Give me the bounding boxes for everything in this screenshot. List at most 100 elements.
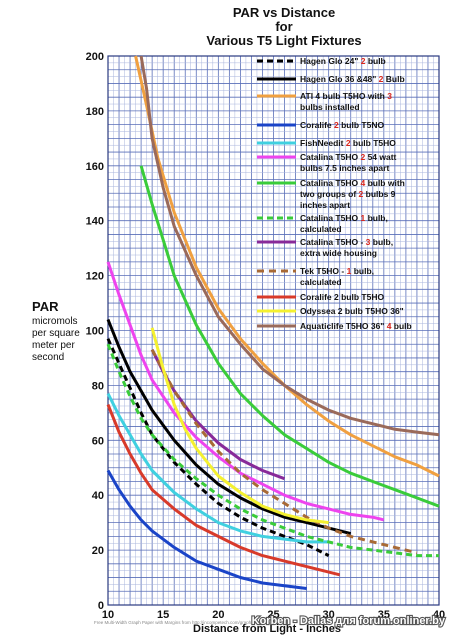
legend-label-part: Hagen Glo 24" (300, 56, 361, 66)
y-tick-label: 100 (86, 326, 104, 338)
legend-label: bulbs 7.5 inches apart (300, 163, 389, 173)
y-axis-subtitle: meter per (32, 340, 75, 351)
y-tick-label: 140 (86, 216, 104, 228)
y-tick-label: 60 (92, 435, 104, 447)
x-tick-label: 40 (433, 609, 445, 621)
legend-label: Coralife 2 bulb T5NO (300, 120, 384, 130)
title-line: for (275, 19, 292, 34)
legend: Hagen Glo 24" 2 bulb Hagen Glo 36 &48" 2 … (257, 56, 412, 331)
legend-label-part: ATI 4 bulb T5HO with (300, 91, 387, 101)
y-axis-subtitle: per square (32, 328, 80, 339)
legend-label: calculated (300, 277, 342, 287)
series-line-5 (106, 261, 385, 522)
series-lines (106, 55, 440, 590)
legend-label-part: 4 (360, 178, 365, 188)
legend-label-part: calculated (300, 224, 342, 234)
legend-label-part: bulb, (351, 266, 374, 276)
legend-label: Coralife 2 bulb T5HO (300, 292, 384, 302)
legend-label-part: Catalina T5HO (300, 213, 360, 223)
legend-label-part: extra wide housing (300, 248, 377, 258)
legend-label: bulbs installed (300, 102, 360, 112)
title-line: PAR vs Distance (233, 5, 335, 20)
legend-label: Hagen Glo 24" 2 bulb (300, 56, 386, 66)
legend-label-part: Tek T5HO - (300, 266, 347, 276)
series-line-4 (106, 392, 329, 544)
legend-label-part: bulb (391, 321, 411, 331)
legend-label-part: bulb T5HO (351, 138, 397, 148)
y-tick-label: 200 (86, 51, 104, 63)
series-line-9 (150, 348, 418, 555)
legend-label-part: bulb T5NO (339, 120, 385, 130)
series-line-2 (134, 55, 440, 478)
x-tick-label: 25 (267, 609, 279, 621)
legend-label-part: bulbs 7.5 inches apart (300, 163, 389, 173)
x-tick-label: 30 (323, 609, 335, 621)
legend-label: FishNeedit 2 bulb T5HO (300, 138, 396, 148)
legend-label-part: Catalina T5HO (300, 178, 360, 188)
legend-label: Catalina T5HO 1 bulb, (300, 213, 388, 223)
y-tick-label: 160 (86, 161, 104, 173)
legend-label-part: FishNeedit (300, 138, 346, 148)
footer-credit: Free Multi-Width Graph Paper with Margin… (94, 620, 286, 625)
title-line: Various T5 Light Fixtures (206, 33, 361, 48)
legend-label: two groups of 2 bulbs 9 (300, 189, 396, 199)
legend-label: Catalina T5HO - 3 bulb, (300, 237, 393, 247)
series-line-0 (106, 338, 330, 557)
series-line-7 (106, 343, 439, 558)
y-tick-label: 40 (92, 490, 104, 502)
legend-label-part: Coralife 2 bulb T5HO (300, 292, 384, 302)
x-tick-label: 10 (102, 609, 114, 621)
y-tick-label: 180 (86, 106, 104, 118)
legend-label-part: bulb, (370, 237, 393, 247)
legend-label: Catalina T5HO 4 bulb with (300, 178, 405, 188)
legend-label-part: Aquaticlife T5HO 36" (300, 321, 387, 331)
x-tick-label: 20 (212, 609, 224, 621)
legend-label-part: bulb, (365, 213, 388, 223)
y-axis-title: PAR (32, 299, 59, 314)
legend-label-part: 2 (379, 74, 384, 84)
legend-label-part: 2 (359, 189, 364, 199)
legend-label: extra wide housing (300, 248, 377, 258)
legend-label: inches apart (300, 200, 350, 210)
y-axis-subtitle: second (32, 352, 64, 363)
x-tick-label: 35 (378, 609, 390, 621)
legend-label-part: Catalina T5HO - (300, 237, 366, 247)
series-line-11 (150, 327, 329, 525)
legend-label: Catalina T5HO 2 54 watt (300, 152, 397, 162)
legend-label-part: Catalina T5HO (300, 152, 360, 162)
y-tick-label: 120 (86, 271, 104, 283)
y-tick-label: 20 (92, 545, 104, 557)
legend-label-part: 2 (361, 56, 366, 66)
legend-label-part: calculated (300, 277, 342, 287)
y-tick-label: 0 (98, 600, 104, 612)
watermark-text: Korben - Dallas для forum.onliner.by (252, 615, 446, 627)
plot-frame (107, 55, 440, 606)
legend-label-part: inches apart (300, 200, 350, 210)
legend-label-part: two groups of (300, 189, 359, 199)
legend-label-part: 3 (366, 237, 371, 247)
legend-label: calculated (300, 224, 342, 234)
series-line-12 (139, 55, 440, 437)
legend-label-part: 3 (387, 91, 392, 101)
legend-label-part: bulb with (365, 178, 405, 188)
legend-label-part: bulbs installed (300, 102, 360, 112)
series-line-6 (139, 165, 440, 508)
legend-label: Aquaticlife T5HO 36" 4 bulb (300, 321, 412, 331)
y-axis-subtitle: micromols (32, 316, 78, 327)
legend-label-part: Odyssea 2 bulb T5HO 36" (300, 306, 404, 316)
series-line-1 (106, 318, 352, 536)
legend-label: ATI 4 bulb T5HO with 3 (300, 91, 392, 101)
legend-label: Odyssea 2 bulb T5HO 36" (300, 306, 404, 316)
x-axis-title: Distance from Light - Inches (193, 623, 341, 635)
legend-label-part: Bulb (383, 74, 404, 84)
legend-label-part: 2 (346, 138, 351, 148)
legend-label-part: 1 (347, 266, 352, 276)
x-tick-label: 15 (157, 609, 169, 621)
legend-label-part: bulb (365, 56, 385, 66)
legend-label-part: Hagen Glo 36 &48" (300, 74, 379, 84)
legend-label-part: 2 (360, 152, 365, 162)
legend-label: Tek T5HO - 1 bulb, (300, 266, 374, 276)
